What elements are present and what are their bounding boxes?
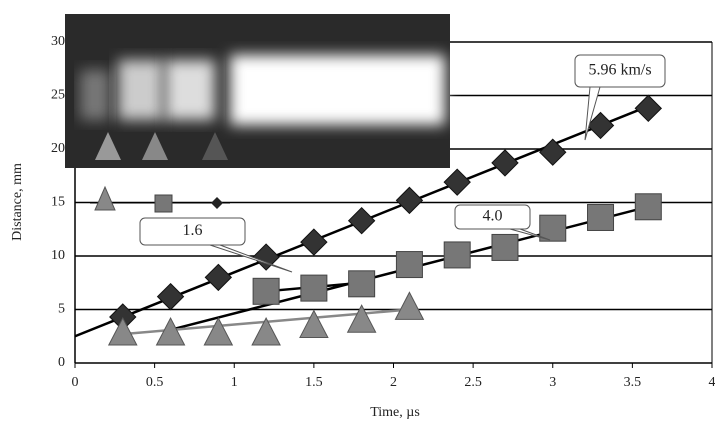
inset-glow [80,70,110,120]
y-axis-label: Distance, mm [10,163,25,241]
data-point [635,194,661,220]
x-tick-label: 2.5 [464,375,482,390]
square-marker [396,252,422,278]
data-point [301,229,327,255]
data-point [492,150,518,176]
annotation: 5.96 km/s [588,62,651,79]
x-tick-label: 4 [709,375,715,390]
symbol [95,187,115,210]
triangle-marker [300,311,328,338]
inset-glow [230,55,445,125]
diamond-marker [444,169,470,195]
diamond-marker [349,208,375,234]
y-tick-label: 0 [58,355,65,370]
data-point [158,284,184,310]
data-point [444,242,470,268]
x-tick-label: 2 [390,375,397,390]
diamond-marker [396,187,422,213]
diamond-marker [158,284,184,310]
square-marker [492,234,518,260]
y-tick-label: 25 [51,88,65,103]
annotation: 1.6 [183,222,203,239]
data-point [395,292,423,319]
diamond-marker [205,264,231,290]
y-tick-label: 20 [51,141,65,156]
inset-glow [165,60,215,120]
y-tick-label: 30 [51,34,65,49]
x-tick-label: 3.5 [624,375,642,390]
square-marker [301,275,327,301]
y-tick-label: 15 [51,195,65,210]
diamond-marker [492,150,518,176]
data-point [300,311,328,338]
data-point [396,187,422,213]
x-axis-label: Time, µs [370,405,420,420]
x-tick-label: 0.5 [146,375,164,390]
data-point [492,234,518,260]
triangle-marker [204,318,232,345]
data-point [301,275,327,301]
data-point [635,95,661,121]
data-point [349,208,375,234]
square-marker [253,278,279,304]
data-point [444,169,470,195]
diamond-marker [301,229,327,255]
inset-glow [118,60,163,120]
data-point [204,318,232,345]
data-point [205,264,231,290]
data-point [588,204,614,230]
data-point [396,252,422,278]
square-marker [349,271,375,297]
triangle-marker [395,292,423,319]
symbol [211,197,223,209]
y-tick-label: 5 [58,302,65,317]
square-marker [635,194,661,220]
data-point [349,271,375,297]
data-point [540,139,566,165]
annotation: 4.0 [483,208,503,225]
data-point [253,278,279,304]
diamond-marker [540,139,566,165]
x-tick-label: 1 [231,375,238,390]
diamond-marker [635,95,661,121]
x-tick-label: 1.5 [305,375,323,390]
symbol [155,195,172,212]
square-marker [444,242,470,268]
x-tick-label: 0 [72,375,79,390]
square-marker [588,204,614,230]
x-tick-label: 3 [549,375,556,390]
y-tick-label: 10 [51,248,65,263]
